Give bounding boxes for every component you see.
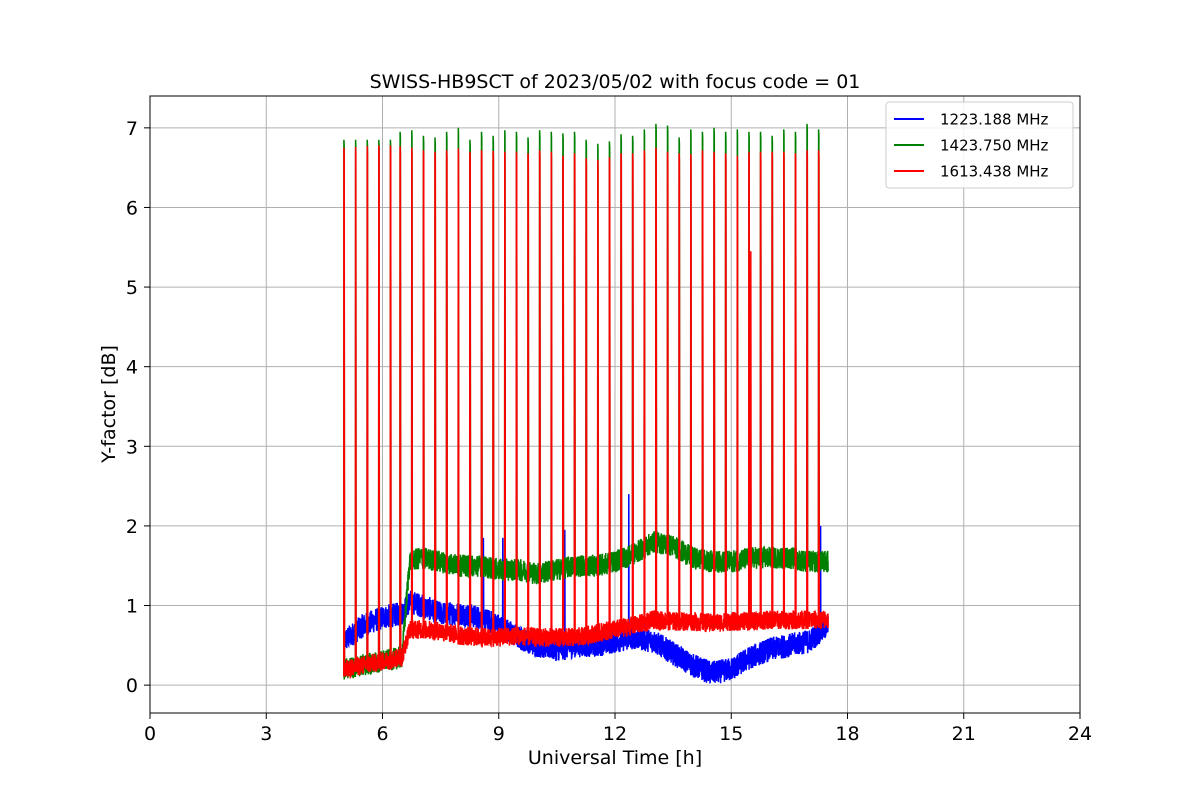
y-tick-label: 7 (126, 118, 138, 140)
x-tick-label: 15 (719, 723, 743, 745)
chart-title: SWISS-HB9SCT of 2023/05/02 with focus co… (370, 71, 861, 93)
x-tick-label: 12 (603, 723, 627, 745)
series-layer (343, 123, 829, 684)
series-line-1613-438-mhz (343, 145, 829, 680)
y-tick-label: 6 (126, 197, 138, 219)
y-tick-label: 3 (126, 436, 138, 458)
legend: 1223.188 MHz 1423.750 MHz 1613.438 MHz (885, 101, 1074, 189)
y-tick-label: 4 (126, 357, 138, 379)
grid (149, 96, 1081, 713)
y-tick-label: 0 (126, 675, 138, 697)
x-tick-label: 18 (835, 723, 859, 745)
x-axis-label: Universal Time [h] (528, 747, 702, 769)
x-tick-label: 21 (952, 723, 976, 745)
legend-label: 1613.438 MHz (940, 163, 1049, 181)
x-tick-label: 3 (260, 723, 272, 745)
series-line-1223-188-mhz (343, 494, 829, 684)
y-tick-label: 5 (126, 277, 138, 299)
x-tick-label: 0 (144, 723, 156, 745)
x-tick-label: 9 (493, 723, 505, 745)
legend-label: 1423.750 MHz (940, 137, 1049, 155)
x-tick-label: 24 (1068, 723, 1092, 745)
y-tick-label: 1 (126, 596, 138, 618)
y-axis-label: Y-factor [dB] (98, 345, 120, 464)
y-tick-label: 2 (126, 516, 138, 538)
x-tick-label: 6 (376, 723, 388, 745)
legend-label: 1223.188 MHz (940, 111, 1049, 129)
legend-box (885, 101, 1074, 189)
